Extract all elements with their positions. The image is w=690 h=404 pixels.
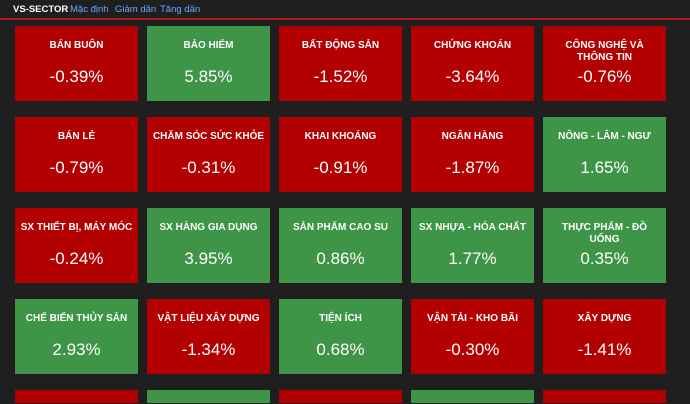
sector-change: -1.87% xyxy=(445,158,500,177)
sector-name: NGÂN HÀNG xyxy=(441,131,504,142)
sector-tile[interactable] xyxy=(543,390,666,403)
sector-change: -1.52% xyxy=(313,67,368,86)
sector-change: 1.77% xyxy=(448,249,497,268)
sector-name: SX THIẾT BỊ, MÁY MÓC xyxy=(20,222,133,233)
sector-change: -0.31% xyxy=(181,158,236,177)
sector-change: -3.64% xyxy=(445,67,500,86)
sector-tile[interactable] xyxy=(147,390,270,403)
sector-tile[interactable]: SX HÀNG GIA DỤNG 3.95% xyxy=(147,208,270,283)
sector-name: CÔNG NGHỆ VÀ THÔNG TIN xyxy=(565,40,644,63)
sector-name: BẢO HIỂM xyxy=(183,40,234,51)
sector-tile[interactable]: NÔNG - LÂM - NGƯ 1.65% xyxy=(543,117,666,192)
sector-name: XÂY DỰNG xyxy=(577,313,632,324)
sector-change: 0.86% xyxy=(316,249,365,268)
sector-tile[interactable] xyxy=(15,390,138,403)
sort-default-link[interactable]: Mặc định xyxy=(70,4,109,15)
sector-tile[interactable]: THỰC PHẨM - ĐỒ UỐNG 0.35% xyxy=(543,208,666,283)
sector-change: -0.76% xyxy=(577,67,632,86)
sector-change: 2.93% xyxy=(52,340,101,359)
sector-tile[interactable]: SX NHỰA - HÓA CHẤT 1.77% xyxy=(411,208,534,283)
sector-tile[interactable]: KHAI KHOÁNG -0.91% xyxy=(279,117,402,192)
sector-change: -1.41% xyxy=(577,340,632,359)
sector-change: -0.24% xyxy=(49,249,104,268)
sector-tile[interactable]: CHẾ BIẾN THỦY SẢN 2.93% xyxy=(15,299,138,374)
sector-tile[interactable]: SX THIẾT BỊ, MÁY MÓC -0.24% xyxy=(15,208,138,283)
sector-name: BẤT ĐỘNG SẢN xyxy=(301,40,380,51)
sector-change: 0.35% xyxy=(580,249,629,268)
sector-name: CHỨNG KHOÁN xyxy=(433,40,512,51)
sector-change: -0.91% xyxy=(313,158,368,177)
sector-tile[interactable]: BÁN LẺ -0.79% xyxy=(15,117,138,192)
sector-name: TIỆN ÍCH xyxy=(319,313,362,324)
sort-asc-link[interactable]: Tăng dần xyxy=(160,4,201,15)
sector-tile[interactable]: TIỆN ÍCH 0.68% xyxy=(279,299,402,374)
sector-tile[interactable]: NGÂN HÀNG -1.87% xyxy=(411,117,534,192)
sector-change: -0.39% xyxy=(49,67,104,86)
sector-tile[interactable]: VẬN TẢI - KHO BÃI -0.30% xyxy=(411,299,534,374)
sector-change: -0.79% xyxy=(49,158,104,177)
sector-name: CHẾ BIẾN THỦY SẢN xyxy=(25,313,128,324)
sector-change: -1.34% xyxy=(181,340,236,359)
sector-name: BÁN BUÔN xyxy=(49,40,104,51)
sector-name: SX HÀNG GIA DỤNG xyxy=(159,222,258,233)
sector-grid: BÁN BUÔN -0.39% BẢO HIỂM 5.85% BẤT ĐỘNG SẢN -… xyxy=(15,26,667,404)
sector-name: VẬN TẢI - KHO BÃI xyxy=(426,313,519,324)
header-bar: VS-SECTOR Mặc định Giảm dần Tăng dần xyxy=(0,0,690,20)
sector-name: NÔNG - LÂM - NGƯ xyxy=(558,131,651,142)
sector-name: SX NHỰA - HÓA CHẤT xyxy=(419,222,526,233)
sector-tile[interactable]: BÁN BUÔN -0.39% xyxy=(15,26,138,101)
sector-name: BÁN LẺ xyxy=(57,131,96,142)
sector-tile[interactable]: BẢO HIỂM 5.85% xyxy=(147,26,270,101)
sector-name: SẢN PHẨM CAO SU xyxy=(292,222,388,233)
sector-name: KHAI KHOÁNG xyxy=(304,131,377,142)
sector-tile[interactable]: VẬT LIỆU XÂY DỰNG -1.34% xyxy=(147,299,270,374)
sector-tile[interactable]: SẢN PHẨM CAO SU 0.86% xyxy=(279,208,402,283)
sector-change: 5.85% xyxy=(184,67,233,86)
sector-tile[interactable]: BẤT ĐỘNG SẢN -1.52% xyxy=(279,26,402,101)
sector-change: 3.95% xyxy=(184,249,233,268)
sector-change: -0.30% xyxy=(445,340,500,359)
sector-tile[interactable]: CÔNG NGHỆ VÀ THÔNG TIN -0.76% xyxy=(543,26,666,101)
sector-name: VẬT LIỆU XÂY DỰNG xyxy=(157,313,260,324)
sector-name: CHĂM SÓC SỨC KHỎE xyxy=(152,131,265,142)
sector-tile[interactable] xyxy=(411,390,534,403)
sort-desc-link[interactable]: Giảm dần xyxy=(115,4,157,15)
sector-tile[interactable]: XÂY DỰNG -1.41% xyxy=(543,299,666,374)
page-title: VS-SECTOR xyxy=(13,4,69,15)
sector-tile[interactable]: CHĂM SÓC SỨC KHỎE -0.31% xyxy=(147,117,270,192)
sector-change: 1.65% xyxy=(580,158,629,177)
sector-tile[interactable] xyxy=(279,390,402,403)
sector-tile[interactable]: CHỨNG KHOÁN -3.64% xyxy=(411,26,534,101)
sector-name: THỰC PHẨM - ĐỒ UỐNG xyxy=(562,222,647,245)
sector-change: 0.68% xyxy=(316,340,365,359)
